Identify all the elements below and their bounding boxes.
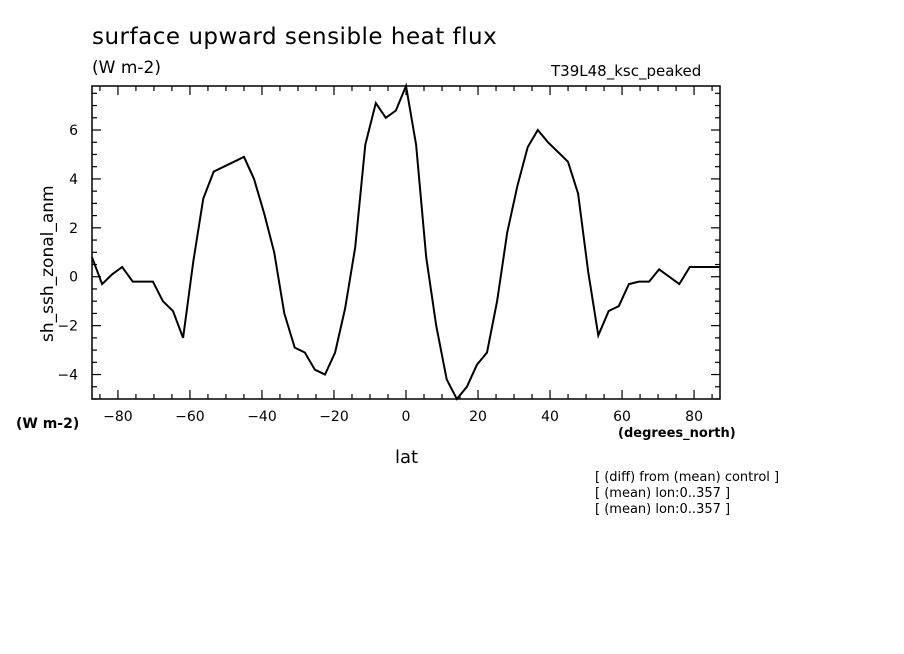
note-line: [ (mean) lon:0..357 ]	[595, 486, 731, 501]
x-tick-label: −60	[175, 409, 205, 425]
run-label: T39L48_ksc_peaked	[551, 62, 702, 80]
chart-units: (W m-2)	[92, 58, 161, 78]
x-tick-label: 20	[469, 409, 487, 425]
x-tick-label: −40	[247, 409, 277, 425]
y-tick-label: 6	[69, 123, 78, 139]
x-axis-label: lat	[395, 447, 419, 468]
note-line: [ (mean) lon:0..357 ]	[595, 502, 731, 517]
series-line	[91, 82, 720, 401]
x-tick-label: 80	[685, 409, 703, 425]
y-tick-label: 2	[69, 221, 78, 237]
plot-frame	[91, 85, 721, 400]
x-tick-label: 60	[613, 409, 631, 425]
x-units-label: (degrees_north)	[618, 426, 736, 441]
x-tick-label: −80	[103, 409, 133, 425]
y-tick-label: 0	[69, 270, 78, 286]
y-units-label: (W m-2)	[16, 416, 80, 432]
x-tick-label: −20	[319, 409, 349, 425]
y-tick-label: −2	[57, 319, 78, 335]
chart-title: surface upward sensible heat flux	[92, 24, 498, 50]
x-tick-label: 40	[541, 409, 559, 425]
y-tick-label: 4	[69, 172, 78, 188]
note-line: [ (diff) from (mean) control ]	[595, 470, 780, 485]
y-tick-label: −4	[57, 368, 78, 384]
x-tick-label: 0	[402, 409, 411, 425]
